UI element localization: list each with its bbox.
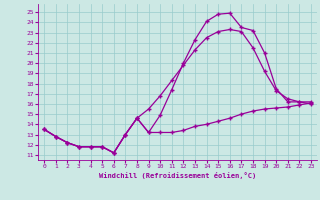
X-axis label: Windchill (Refroidissement éolien,°C): Windchill (Refroidissement éolien,°C) — [99, 172, 256, 179]
